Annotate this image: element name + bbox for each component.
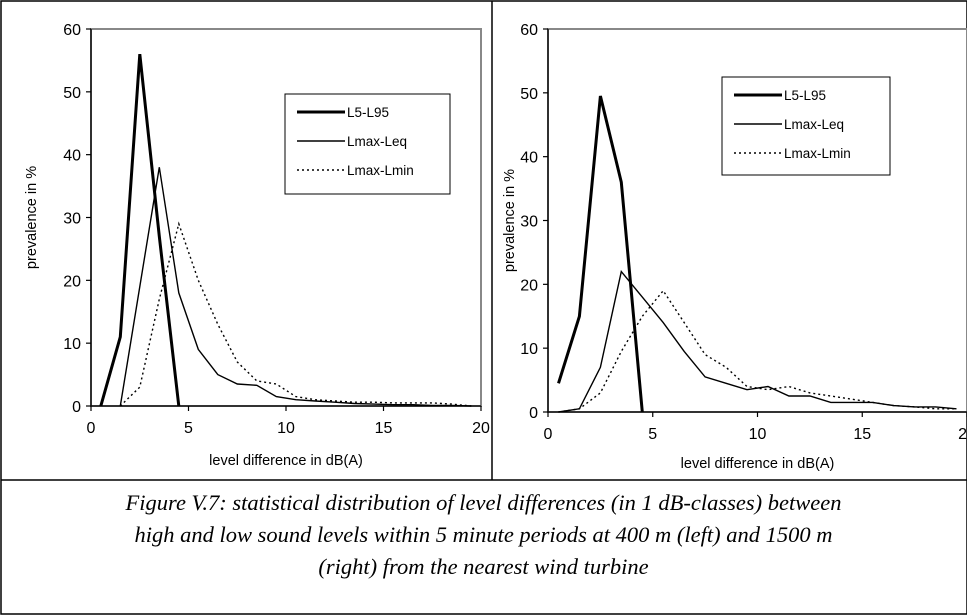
y-tick-label: 60 (520, 22, 538, 39)
x-tick-label: 10 (277, 420, 295, 437)
legend-label: Lmax-Leq (784, 117, 844, 132)
x-tick-label: 0 (87, 420, 96, 437)
y-tick-label: 60 (63, 22, 81, 39)
y-tick-label: 0 (72, 399, 81, 416)
y-tick-label: 50 (63, 85, 81, 102)
y-axis-label: prevalence in % (24, 166, 40, 269)
y-tick-label: 0 (529, 405, 538, 422)
legend-box (721, 76, 891, 176)
y-tick-label: 30 (63, 211, 81, 228)
y-tick-label: 50 (520, 86, 538, 103)
plot-area (90, 28, 482, 407)
caption-line-1: Figure V.7: statistical distribution of … (125, 490, 842, 515)
caption-line-3: (right) from the nearest wind turbine (318, 554, 649, 579)
legend-label: L5-L95 (347, 105, 389, 120)
y-tick-label: 10 (63, 336, 81, 353)
legend-label: Lmax-Lmin (784, 146, 851, 161)
x-tick-label: 20 (472, 420, 490, 437)
series-line-lmax-leq (119, 167, 472, 407)
x-axis-label: level difference in dB(A) (209, 453, 363, 469)
series-line-lmax-lmin (119, 221, 472, 407)
x-tick-label: 20 (958, 426, 967, 443)
x-axis-label: level difference in dB(A) (681, 456, 835, 472)
y-tick-label: 40 (520, 150, 538, 167)
y-tick-label: 40 (63, 148, 81, 165)
chart-1500m: 0 10 20 30 40 50 60 0 5 10 15 20 level difference in… (502, 22, 967, 472)
y-tick-label: 20 (520, 277, 538, 294)
y-tick-label: 10 (520, 341, 538, 358)
caption-line-2: high and low sound levels within 5 minut… (134, 522, 833, 547)
x-tick-label: 0 (544, 426, 553, 443)
y-tick-label: 30 (520, 214, 538, 231)
series-line-l5-l95 (557, 95, 644, 413)
series-line-l5-l95 (99, 53, 181, 407)
legend-label: Lmax-Lmin (347, 163, 414, 178)
chart-400m: 0 10 20 30 40 50 60 0 5 10 15 20 level difference in… (24, 22, 490, 469)
y-axis-label: prevalence in % (502, 169, 518, 272)
legend-label: L5-L95 (784, 88, 826, 103)
x-tick-label: 15 (853, 426, 871, 443)
figure-caption: Figure V.7: statistical distribution of … (0, 487, 967, 583)
series-line-lmax-lmin (558, 289, 957, 413)
x-tick-label: 5 (184, 420, 193, 437)
series-line-lmax-leq (558, 270, 957, 413)
x-tick-label: 10 (749, 426, 767, 443)
legend-label: Lmax-Leq (347, 134, 407, 149)
x-tick-label: 15 (375, 420, 393, 437)
y-tick-label: 20 (63, 273, 81, 290)
x-tick-label: 5 (648, 426, 657, 443)
